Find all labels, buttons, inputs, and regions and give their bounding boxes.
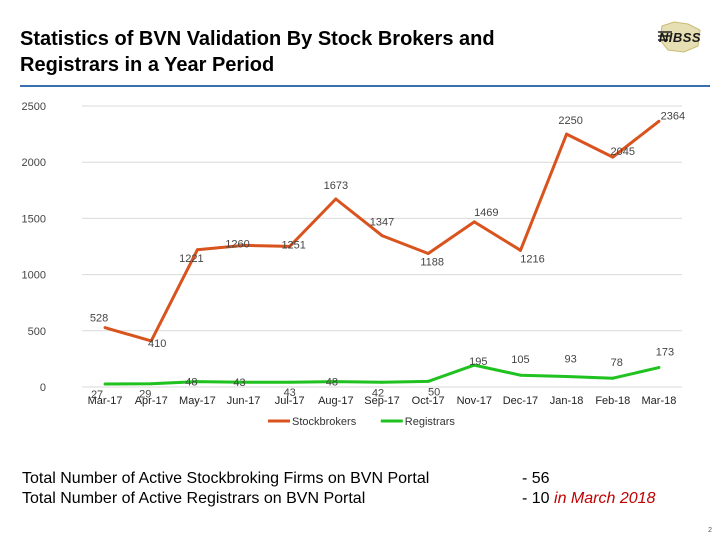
data-point [195, 248, 199, 252]
x-tick-label: Jul-17 [275, 395, 305, 407]
series-line-stockbrokers [104, 120, 660, 343]
legend-label: Registrars [405, 416, 456, 428]
data-point [565, 375, 569, 379]
page-number: 2 [708, 527, 712, 534]
data-label: 195 [469, 356, 487, 368]
registrars-count-label: Total Number of Active Registrars on BVN… [22, 490, 366, 507]
x-tick-label: May-17 [179, 395, 216, 407]
y-tick-label: 1000 [22, 270, 46, 282]
y-tick-label: 2500 [22, 101, 46, 113]
data-point [288, 244, 292, 248]
footer-labels: Total Number of Active Stockbroking Firm… [22, 469, 429, 509]
brokers-count-label: Total Number of Active Stockbroking Firm… [22, 470, 430, 487]
data-label: 43 [284, 387, 296, 399]
data-label: 2364 [661, 110, 685, 122]
line-chart: 0 500 1000 1500 2000 2500 Mar-17 Apr-17 May-17 J… [22, 101, 686, 428]
x-tick-label: Mar-17 [88, 395, 123, 407]
title-line-1: Statistics of BVN Validation By Stock Br… [20, 28, 495, 50]
data-label: 93 [564, 354, 576, 366]
data-point [334, 380, 338, 384]
data-label: 1251 [281, 239, 305, 251]
y-axis: 0 500 1000 1500 2000 2500 [22, 101, 46, 394]
x-tick-label: Jun-17 [227, 395, 261, 407]
data-label: 43 [233, 377, 245, 389]
data-point [242, 243, 246, 247]
data-label: 50 [428, 386, 440, 398]
x-tick-label: Feb-18 [595, 395, 630, 407]
data-point [657, 366, 661, 370]
y-tick-label: 500 [28, 326, 46, 338]
title-divider [20, 85, 710, 87]
data-labels: 528 410 1221 1260 1251 1673 1347 1188 1469 1216 22… [90, 110, 685, 401]
data-label: 78 [611, 357, 623, 369]
y-tick-label: 1500 [22, 213, 46, 225]
data-label: 2250 [558, 115, 582, 127]
x-axis: Mar-17 Apr-17 May-17 Jun-17 Jul-17 Aug-17 Sep-… [88, 395, 677, 407]
page-title: Statistics of BVN Validation By Stock Br… [20, 26, 620, 78]
y-tick-label: 0 [40, 382, 46, 394]
legend-label: Stockbrokers [292, 416, 357, 428]
data-label: 1469 [474, 207, 498, 219]
title-line-2: Registrars in a Year Period [20, 54, 275, 76]
x-tick-label: Apr-17 [135, 395, 168, 407]
data-label: 1216 [520, 253, 544, 265]
data-label: 42 [372, 387, 384, 399]
data-point [565, 132, 569, 136]
x-tick-label: Nov-17 [457, 395, 492, 407]
registrars-count-period: in March 2018 [554, 490, 656, 507]
x-tick-label: Aug-17 [318, 395, 353, 407]
data-point [103, 382, 107, 386]
data-label: 29 [139, 389, 151, 401]
data-label: 48 [326, 377, 338, 389]
logo-text: NIBSS [658, 30, 702, 45]
registrars-count-value: - 10 in March 2018 [522, 489, 655, 509]
data-label: 1347 [370, 217, 394, 229]
nibss-logo: NIBSS [654, 20, 706, 54]
x-tick-label: Oct-17 [412, 395, 445, 407]
data-label: 105 [511, 354, 529, 366]
data-label: 2045 [611, 146, 635, 158]
data-point [242, 380, 246, 384]
data-point [195, 380, 199, 384]
data-point [518, 373, 522, 377]
data-point [103, 326, 107, 330]
data-point [611, 376, 615, 380]
data-point [611, 155, 615, 159]
registrars-count-number: - 10 [522, 490, 550, 507]
data-point [288, 380, 292, 384]
data-point [380, 380, 384, 384]
data-point [518, 248, 522, 252]
y-tick-label: 2000 [22, 157, 46, 169]
data-label: 410 [148, 338, 166, 350]
data-point [334, 197, 338, 201]
footer-values: - 56 - 10 in March 2018 [522, 469, 655, 509]
data-label: 528 [90, 313, 108, 325]
data-label: 27 [91, 389, 103, 401]
data-point [426, 379, 430, 383]
data-label: 1260 [225, 238, 249, 250]
x-tick-label: Jan-18 [550, 395, 584, 407]
x-tick-label: Mar-18 [642, 395, 677, 407]
data-point [380, 234, 384, 238]
data-point [472, 363, 476, 367]
data-point [426, 251, 430, 255]
brokers-count-value: - 56 [522, 470, 550, 487]
data-point [657, 119, 661, 123]
series-lines [103, 119, 661, 386]
data-point [472, 220, 476, 224]
data-point [149, 339, 153, 343]
nibss-logo-icon [658, 21, 701, 53]
data-label: 173 [656, 347, 674, 359]
data-label: 1673 [324, 180, 348, 192]
data-point [149, 382, 153, 386]
x-tick-label: Dec-17 [503, 395, 538, 407]
data-label: 48 [185, 377, 197, 389]
chart-grid [82, 105, 682, 388]
data-label: 1221 [179, 253, 203, 265]
chart-legend: Stockbrokers Registrars [268, 416, 455, 428]
x-tick-label: Sep-17 [364, 395, 399, 407]
data-label: 1188 [420, 256, 444, 268]
